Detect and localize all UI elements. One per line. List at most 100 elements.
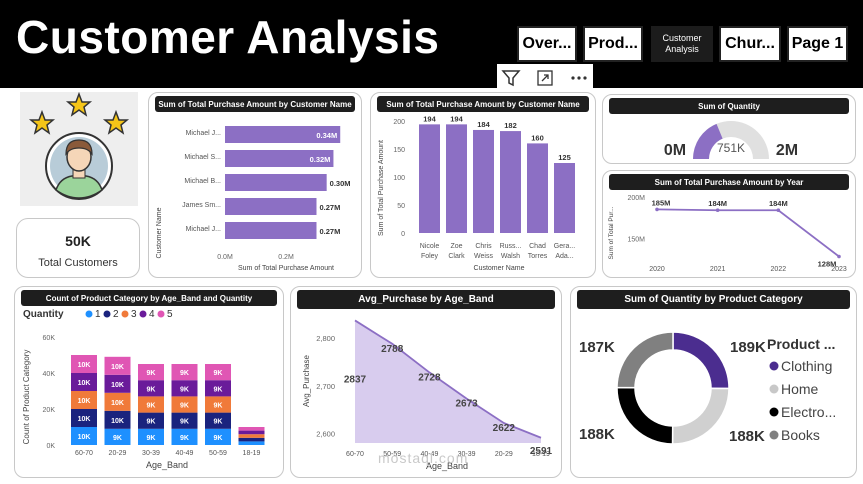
y-tick-label: 2,700	[316, 382, 335, 391]
more-options-icon[interactable]	[567, 66, 591, 90]
bar-segment	[238, 430, 265, 435]
data-label: 10K	[111, 418, 124, 425]
data-label: 9K	[113, 435, 122, 442]
data-label: 9K	[214, 403, 223, 410]
donut-slice	[616, 331, 674, 389]
line-year-card[interactable]: Sum of Total Purchase Amount by Year Sum…	[602, 170, 856, 278]
customer-avatar-illustration	[20, 91, 138, 206]
nav-button-customer-analysis[interactable]: Customer Analysis	[651, 26, 713, 62]
bar	[527, 143, 548, 233]
legend-marker	[121, 310, 129, 318]
x-tick-label: 0.2M	[278, 254, 294, 261]
bar	[225, 126, 341, 143]
donut-slice	[671, 387, 730, 445]
nav-button-overview[interactable]: Over...	[517, 26, 577, 62]
data-label: 2728	[418, 372, 441, 383]
data-label: 0.30M	[330, 179, 351, 188]
y-axis-title: Sum of Total Purchase Amount	[378, 140, 385, 236]
x-tick-label: 60-70	[346, 451, 364, 458]
data-label: 10K	[78, 434, 91, 441]
vbar-chart-card[interactable]: Sum of Total Purchase Amount by Customer…	[370, 92, 596, 278]
gauge-min-label: 0M	[664, 142, 686, 159]
data-point	[715, 208, 720, 213]
data-label: 188K	[729, 428, 765, 445]
data-label: 194	[450, 114, 463, 123]
x-tick-label: Chris	[475, 243, 492, 250]
data-label: 0.32M	[310, 155, 331, 164]
y-axis-title: Customer Name	[156, 207, 163, 258]
legend-title: Quantity	[23, 309, 64, 320]
area-chart: Avg_Purchase Age_Band 2,600 2,700 2,800 283…	[302, 319, 553, 471]
page-title: Customer Analysis	[16, 11, 440, 63]
x-tick-label: 20-29	[495, 451, 513, 458]
series-line	[656, 208, 840, 258]
y-axis-title: Count of Product Category	[22, 350, 31, 445]
total-customers-card[interactable]: 50K Total Customers	[16, 218, 140, 278]
x-tick-label: 40-49	[176, 450, 194, 457]
area-chart-card[interactable]: Avg_Purchase by Age_Band Avg_Purchase Ag…	[290, 286, 562, 478]
stacked-bar-chart: Quantity Count of Product Category Age_B…	[22, 309, 265, 470]
kpi-value: 50K	[65, 233, 91, 249]
data-label: 10K	[78, 380, 91, 387]
legend-label: Clothing	[781, 358, 832, 374]
data-label: 9K	[147, 386, 156, 393]
donut-chart-card[interactable]: Sum of Quantity by Product Category 189K…	[570, 286, 857, 478]
data-label: 9K	[214, 435, 223, 442]
x-tick-label: Torres	[528, 253, 548, 260]
bar-segment	[171, 396, 198, 413]
bar-segment	[238, 441, 265, 445]
nav-button-churn[interactable]: Chur...	[719, 26, 781, 62]
data-label: 187K	[579, 339, 615, 356]
legend-marker	[769, 430, 779, 440]
hbar-chart-card[interactable]: Sum of Total Purchase Amount by Customer…	[148, 92, 362, 278]
vbar-chart: Sum of Total Purchase Amount Customer Na…	[378, 114, 575, 272]
gauge-card[interactable]: Sum of Quantity 751K 0M 2M	[602, 94, 856, 164]
nav-label-line2: Analysis	[665, 44, 699, 54]
legend-marker	[769, 407, 779, 417]
bar-segment	[71, 391, 97, 409]
y-tick-label: 150M	[627, 236, 645, 243]
nav-button-page1[interactable]: Page 1	[787, 26, 848, 62]
data-label: 194	[423, 114, 436, 123]
data-label: 0.27M	[320, 227, 341, 236]
chart-title: Sum of Total Purchase Amount by Customer…	[377, 96, 589, 112]
x-tick-label: 18-19	[532, 451, 550, 458]
legend-label: 5	[167, 309, 173, 320]
x-tick-label: Zoe	[450, 243, 462, 250]
x-tick-label: 2020	[649, 266, 665, 273]
data-label: 9K	[214, 370, 223, 377]
data-point	[776, 208, 781, 213]
data-label: 2788	[381, 344, 404, 355]
nav-label-line1: Customer	[662, 33, 702, 43]
legend-label: Home	[781, 381, 819, 397]
y-tick-label: 60K	[43, 335, 56, 342]
customer-satisfaction-icon	[28, 91, 130, 200]
bar-segment	[104, 392, 131, 411]
x-tick-label: 60-70	[75, 450, 93, 457]
bar-segment	[171, 412, 198, 429]
bar	[500, 131, 521, 233]
donut-slice	[616, 386, 674, 445]
legend-label: 1	[95, 309, 101, 320]
legend-marker	[769, 361, 779, 371]
legend-title: Product ...	[767, 336, 835, 352]
chart-title: Count of Product Category by Age_Band an…	[21, 290, 277, 306]
data-label: 160	[531, 133, 544, 142]
x-tick-label: 2021	[710, 266, 726, 273]
data-label: 10K	[111, 364, 124, 371]
y-axis-title: Avg_Purchase	[302, 355, 311, 407]
filter-icon[interactable]	[499, 66, 523, 90]
bar-segment	[138, 364, 164, 381]
stacked-bar-card[interactable]: Count of Product Category by Age_Band an…	[14, 286, 284, 478]
y-tick-label: 20K	[43, 407, 56, 414]
bar-segment	[138, 380, 164, 397]
data-point	[655, 207, 659, 212]
x-tick-label: 50-59	[209, 450, 227, 457]
x-tick-label: 2023	[831, 266, 847, 273]
nav-button-product[interactable]: Prod...	[583, 26, 643, 62]
expand-icon[interactable]	[533, 66, 557, 90]
data-label: 0.27M	[320, 203, 341, 212]
data-label: 10K	[111, 400, 124, 407]
legend-marker	[103, 310, 111, 318]
y-tick-label: 0	[401, 231, 405, 238]
